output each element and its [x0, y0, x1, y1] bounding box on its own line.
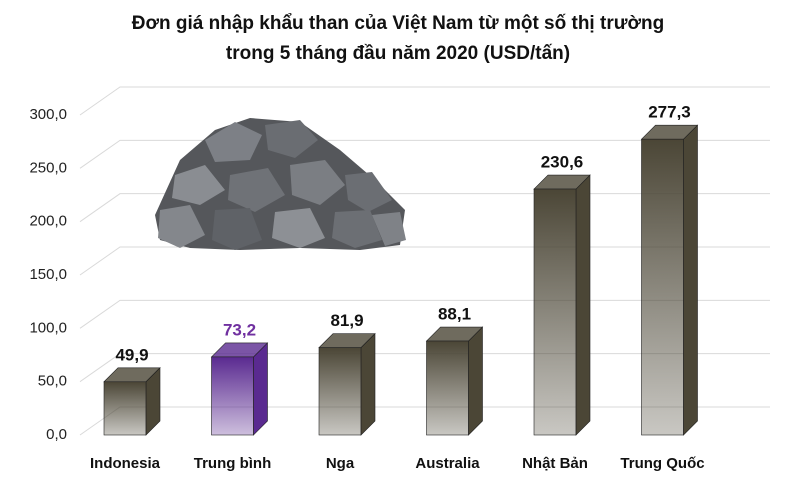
bar-side — [683, 124, 698, 436]
x-tick-label: Nhật Bản — [522, 455, 588, 472]
bar-side — [468, 326, 483, 436]
y-tick-label: 50,0 — [38, 373, 67, 390]
bar — [426, 340, 469, 436]
y-tick-label: 150,0 — [29, 266, 67, 283]
value-label: 88,1 — [438, 305, 471, 324]
x-tick-label: Australia — [415, 455, 480, 472]
grid-line — [79, 86, 770, 116]
bar — [103, 381, 147, 436]
x-tick-label: Trung Quốc — [620, 455, 704, 472]
bar — [533, 188, 577, 436]
grid-line — [79, 139, 770, 169]
bar-side — [575, 174, 591, 436]
value-label: 49,9 — [115, 345, 148, 364]
x-tick-label: Indonesia — [90, 455, 161, 472]
value-label: 230,6 — [541, 153, 584, 172]
chart-title: Đơn giá nhập khẩu than của Việt Nam từ m… — [132, 13, 664, 34]
bar-side — [253, 342, 268, 436]
y-tick-label: 300,0 — [29, 106, 67, 123]
y-tick-label: 100,0 — [29, 319, 67, 336]
y-tick-label: 0,0 — [46, 426, 67, 443]
y-tick-label: 250,0 — [29, 159, 67, 176]
bar — [641, 138, 684, 436]
value-label: 73,2 — [223, 320, 256, 339]
coal-illustration — [155, 118, 406, 250]
bar-side — [360, 332, 376, 436]
value-label: 277,3 — [648, 103, 691, 122]
chart-title: trong 5 tháng đầu năm 2020 (USD/tấn) — [226, 43, 570, 64]
bar — [211, 356, 254, 436]
x-tick-label: Nga — [326, 455, 355, 472]
bar — [318, 347, 362, 436]
y-tick-label: 200,0 — [29, 213, 67, 230]
x-tick-label: Trung bình — [194, 455, 271, 472]
value-label: 81,9 — [330, 311, 363, 330]
